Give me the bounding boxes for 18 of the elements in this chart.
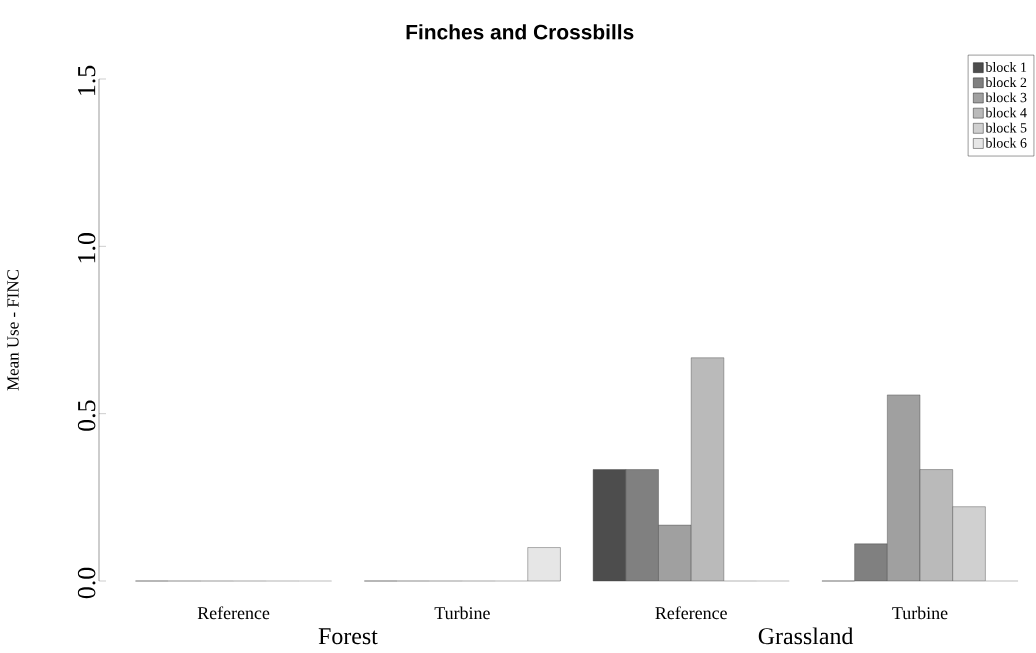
y-tick-label: 0.0 (77, 567, 96, 599)
legend-label: block 4 (985, 107, 1027, 118)
x-tick-label: Reference (655, 606, 727, 620)
legend-label: block 3 (985, 92, 1027, 103)
y-tick-label: 1.5 (78, 65, 96, 95)
legend-label: block 1 (985, 62, 1027, 72)
y-tick-label: 0.5 (77, 400, 96, 431)
y-tick-label: 1.0 (77, 233, 96, 263)
legend-label: block 6 (985, 137, 1027, 148)
legend-label: block 5 (985, 122, 1027, 133)
y-axis-title: Mean Use - FINC (7, 270, 19, 391)
x-tick-label: Reference (197, 606, 270, 620)
chart-title: Finches and Crossbills (406, 24, 634, 40)
x-tick-label: Turbine (892, 606, 948, 620)
text: Forest (318, 628, 378, 645)
text: Grassland (758, 627, 854, 645)
legend-label: block 2 (985, 77, 1027, 88)
x-tick-label: Turbine (434, 606, 490, 620)
